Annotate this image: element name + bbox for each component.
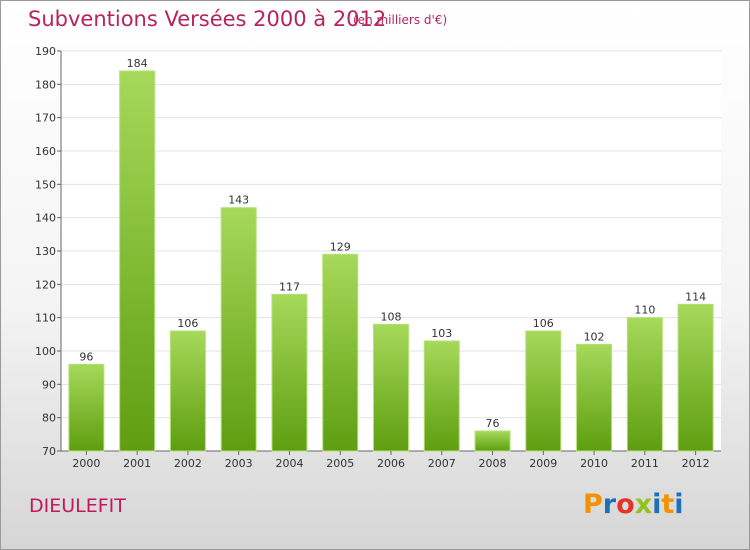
bar bbox=[677, 303, 714, 452]
logo-letter: t bbox=[661, 489, 675, 520]
bar bbox=[169, 330, 206, 452]
y-tick-label: 150 bbox=[35, 178, 56, 191]
x-tick-label: 2008 bbox=[479, 457, 507, 470]
x-tick-label: 2005 bbox=[326, 457, 354, 470]
data-label: 102 bbox=[584, 330, 605, 343]
bar bbox=[322, 253, 359, 452]
data-label: 114 bbox=[685, 290, 706, 303]
bar bbox=[68, 363, 105, 452]
x-tick-label: 2003 bbox=[225, 457, 253, 470]
y-tick-label: 100 bbox=[35, 345, 56, 358]
commune-name: DIEULEFIT bbox=[29, 495, 126, 517]
data-label: 106 bbox=[533, 317, 554, 330]
y-tick-label: 190 bbox=[35, 45, 56, 58]
data-label: 108 bbox=[381, 310, 402, 323]
x-tick-label: 2001 bbox=[123, 457, 151, 470]
bar bbox=[474, 430, 511, 452]
chart-subtitle: (en milliers d'€) bbox=[353, 13, 448, 27]
y-tick-label: 140 bbox=[35, 212, 56, 225]
x-tick-label: 2000 bbox=[72, 457, 100, 470]
logo-letter: r bbox=[602, 489, 617, 520]
data-label: 184 bbox=[127, 57, 148, 70]
y-tick-label: 180 bbox=[35, 78, 56, 91]
y-tick-label: 90 bbox=[42, 378, 56, 391]
bar bbox=[119, 70, 156, 452]
bar bbox=[626, 317, 663, 452]
x-tick-label: 2004 bbox=[275, 457, 303, 470]
logo-letter: x bbox=[634, 489, 653, 520]
y-tick-label: 130 bbox=[35, 245, 56, 258]
x-tick-label: 2006 bbox=[377, 457, 405, 470]
proxiti-logo: Proxiti bbox=[583, 489, 684, 520]
y-tick-label: 80 bbox=[42, 412, 56, 425]
y-tick-label: 70 bbox=[42, 445, 56, 458]
data-label: 110 bbox=[634, 304, 655, 317]
logo-letter: P bbox=[583, 489, 603, 520]
logo-letter: i bbox=[674, 489, 684, 520]
x-tick-label: 2012 bbox=[682, 457, 710, 470]
bar bbox=[423, 340, 460, 452]
y-tick-label: 120 bbox=[35, 278, 56, 291]
data-label: 106 bbox=[177, 317, 198, 330]
bar bbox=[373, 323, 409, 452]
data-label: 143 bbox=[228, 194, 249, 207]
bar bbox=[271, 293, 308, 452]
x-tick-label: 2002 bbox=[174, 457, 202, 470]
data-label: 129 bbox=[330, 240, 351, 253]
x-tick-label: 2011 bbox=[631, 457, 659, 470]
y-tick-label: 170 bbox=[35, 112, 56, 125]
x-tick-label: 2009 bbox=[529, 457, 557, 470]
x-tick-label: 2010 bbox=[580, 457, 608, 470]
logo-letter: o bbox=[616, 489, 635, 520]
x-tick-label: 2007 bbox=[428, 457, 456, 470]
data-label: 117 bbox=[279, 280, 300, 293]
bar bbox=[525, 330, 562, 452]
bar bbox=[576, 343, 613, 452]
bar bbox=[220, 207, 257, 452]
data-label: 76 bbox=[486, 417, 500, 430]
chart-title: Subventions Versées 2000 à 2012 bbox=[28, 7, 387, 31]
data-label: 103 bbox=[431, 327, 452, 340]
y-tick-label: 110 bbox=[35, 312, 56, 325]
logo-letter: i bbox=[652, 489, 662, 520]
y-tick-label: 160 bbox=[35, 145, 56, 158]
data-label: 96 bbox=[79, 350, 93, 363]
